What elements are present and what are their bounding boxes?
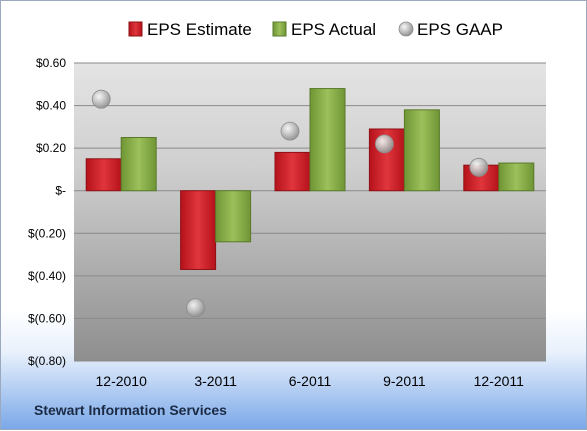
x-tick-label: 12-2011: [474, 373, 525, 389]
x-axis-tick-labels: 12-2010 3-2011 6-2011 9-2011 12-2011: [96, 373, 525, 389]
x-tick-label: 12-2010: [96, 373, 148, 389]
eps-actual-bar-12-2011: [498, 162, 535, 192]
eps-gaap-point-9-2011: [374, 134, 394, 154]
x-tick-label: 3-2011: [194, 373, 237, 389]
eps-actual-bar-9-2011: [403, 109, 440, 192]
eps-gaap-point-12-2010: [91, 89, 111, 109]
eps-gaap-point-3-2011: [186, 298, 206, 318]
y-axis-tick-labels: $0.60 $0.40 $0.20 $- $(0.20) $(0.40) $(0.60) $(…: [28, 56, 66, 368]
eps-gaap-point-12-2011: [469, 157, 489, 177]
company-name: Stewart Information Services: [34, 402, 227, 418]
eps-gaap-point-6-2011: [280, 121, 300, 141]
legend-label: EPS Actual: [291, 20, 376, 39]
eps-estimate-bar-3-2011: [180, 190, 217, 270]
legend: EPS Estimate EPS Actual EPS GAAP: [128, 20, 503, 39]
gaap-markers: [91, 89, 489, 318]
y-tick-label: $(0.20): [28, 226, 66, 240]
y-tick-label: $(0.40): [28, 269, 66, 283]
x-tick-label: 9-2011: [383, 373, 426, 389]
x-tick-label: 6-2011: [289, 373, 332, 389]
bars: [85, 88, 535, 270]
eps-actual-bar-12-2010: [120, 137, 157, 192]
eps-estimate-bar-6-2011: [274, 151, 311, 192]
legend-swatch-eps-estimate: [128, 21, 143, 37]
y-tick-label: $0.60: [36, 56, 66, 70]
y-tick-label: $-: [55, 184, 66, 198]
y-tick-label: $0.20: [36, 141, 66, 155]
y-tick-label: $(0.80): [28, 354, 66, 368]
legend-swatch-eps-gaap: [398, 21, 414, 37]
legend-label: EPS GAAP: [417, 20, 503, 39]
y-tick-label: $(0.60): [28, 311, 66, 325]
legend-label: EPS Estimate: [147, 20, 252, 39]
eps-actual-bar-6-2011: [309, 88, 346, 192]
y-tick-label: $0.40: [36, 99, 66, 113]
legend-swatch-eps-actual: [272, 21, 287, 37]
eps-actual-bar-3-2011: [215, 190, 252, 243]
eps-estimate-bar-12-2010: [85, 158, 122, 192]
